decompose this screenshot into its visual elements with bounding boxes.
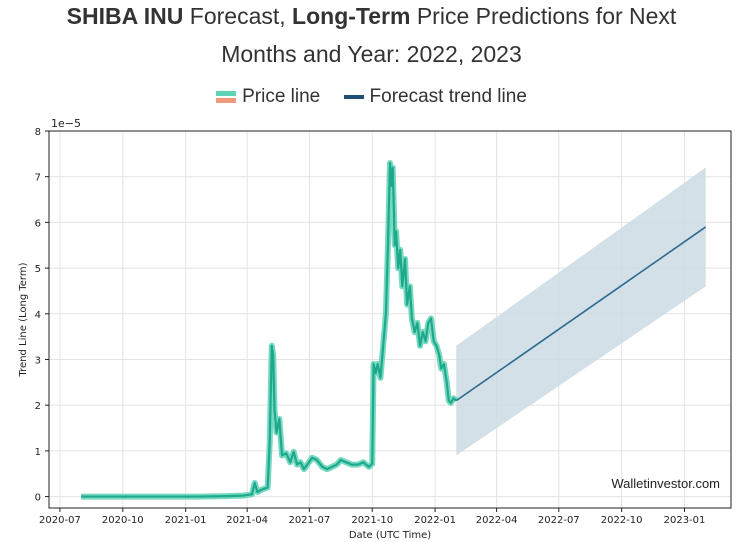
x-tick-label: 2021-10	[351, 515, 393, 526]
title-text-2: Price Predictions for Next	[410, 3, 677, 29]
forecast-band-layer	[456, 167, 706, 456]
watermark-text: Walletinvestor.com	[611, 476, 720, 491]
price-line	[81, 161, 457, 498]
legend-swatch-price	[216, 90, 237, 104]
plot-frame	[48, 130, 732, 509]
y-tick-label: 8	[35, 127, 41, 138]
y-tick-label: 0	[35, 493, 41, 504]
x-tick-label: 2020-07	[39, 515, 81, 526]
y-tick-label: 2	[35, 401, 41, 412]
forecast-trend-line	[455, 226, 707, 402]
x-tick-label: 2022-10	[601, 515, 643, 526]
x-tick-label: 2022-07	[538, 515, 580, 526]
legend-item-forecast: Forecast trend line	[343, 86, 527, 108]
title-term: Long-Term	[292, 3, 411, 29]
y-tick-label: 5	[35, 264, 41, 275]
title-text-1: Forecast,	[183, 3, 293, 29]
axis-ticks-layer: 2020-07 2020-10 2021-01 2021-04 2021-07 2021-…	[35, 127, 706, 526]
y-axis-label: Trend Line (Long Term)	[18, 262, 29, 377]
x-tick-label: 2022-04	[476, 515, 518, 526]
forecast-confidence-band	[456, 167, 706, 456]
x-tick-label: 2021-01	[165, 515, 207, 526]
legend-item-price: Price line	[216, 86, 320, 108]
chart-title-line1: SHIBA INU Forecast, Long-Term Price Pred…	[0, 0, 743, 34]
y-tick-label: 4	[35, 310, 41, 321]
legend-label-forecast: Forecast trend line	[369, 86, 527, 107]
x-tick-label: 2022-01	[414, 515, 456, 526]
y-scale-label: 1e−5	[51, 117, 81, 130]
x-tick-label: 2021-04	[226, 515, 268, 526]
chart-title-line2: Months and Year: 2022, 2023	[221, 41, 522, 67]
x-tick-label: 2020-10	[102, 515, 144, 526]
y-tick-label: 7	[35, 173, 41, 184]
x-tick-label: 2021-07	[288, 515, 330, 526]
legend-swatch-forecast	[343, 90, 364, 104]
legend-label-price: Price line	[242, 86, 321, 107]
chart-legend: Price line Forecast trend line	[0, 86, 743, 110]
x-axis-label: Date (UTC Time)	[349, 530, 431, 541]
y-tick-label: 6	[35, 218, 41, 229]
y-tick-label: 1	[35, 447, 41, 458]
x-tick-label: 2023-01	[664, 515, 706, 526]
title-coin-name: SHIBA INU	[66, 3, 184, 29]
series-lines-layer	[81, 159, 707, 500]
y-tick-label: 3	[35, 355, 41, 366]
